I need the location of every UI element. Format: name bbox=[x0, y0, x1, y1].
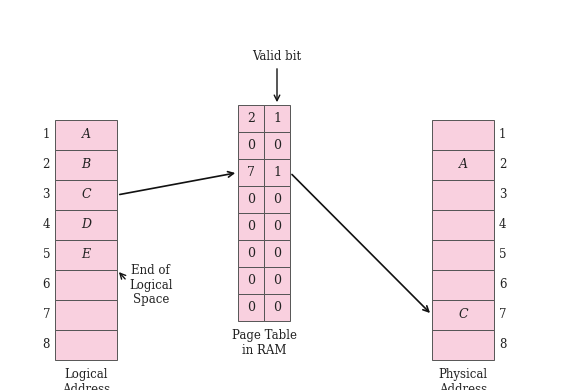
Text: 7: 7 bbox=[247, 166, 255, 179]
Text: 0: 0 bbox=[247, 193, 255, 206]
Text: 0: 0 bbox=[273, 139, 281, 152]
Text: 8: 8 bbox=[499, 339, 507, 351]
Text: 6: 6 bbox=[499, 278, 507, 291]
Text: 1: 1 bbox=[273, 166, 281, 179]
Bar bbox=[432, 330, 494, 360]
Bar bbox=[264, 240, 290, 267]
Text: 2: 2 bbox=[499, 158, 507, 172]
Bar bbox=[55, 270, 117, 300]
Text: Physical
Address
Space: Physical Address Space bbox=[438, 368, 488, 390]
Text: 0: 0 bbox=[247, 247, 255, 260]
Text: 1: 1 bbox=[499, 128, 507, 142]
Bar bbox=[55, 210, 117, 240]
Bar bbox=[264, 267, 290, 294]
Text: 8: 8 bbox=[42, 339, 50, 351]
Text: 5: 5 bbox=[42, 248, 50, 262]
Bar bbox=[264, 132, 290, 159]
Text: 0: 0 bbox=[273, 193, 281, 206]
Bar bbox=[55, 240, 117, 270]
Bar bbox=[55, 150, 117, 180]
Text: A: A bbox=[458, 158, 468, 172]
Text: 0: 0 bbox=[247, 301, 255, 314]
Bar bbox=[55, 180, 117, 210]
Bar bbox=[264, 213, 290, 240]
Bar bbox=[264, 105, 290, 132]
Bar bbox=[238, 294, 264, 321]
Bar bbox=[432, 300, 494, 330]
Bar bbox=[432, 270, 494, 300]
Bar bbox=[432, 150, 494, 180]
Bar bbox=[238, 186, 264, 213]
Text: 5: 5 bbox=[499, 248, 507, 262]
Text: Logical
Address
Space: Logical Address Space bbox=[62, 368, 110, 390]
Bar bbox=[55, 120, 117, 150]
Text: 3: 3 bbox=[42, 188, 50, 202]
Text: D: D bbox=[81, 218, 91, 232]
Bar bbox=[238, 159, 264, 186]
Text: C: C bbox=[81, 188, 91, 202]
Bar bbox=[238, 267, 264, 294]
Bar bbox=[432, 210, 494, 240]
Text: 2: 2 bbox=[247, 112, 255, 125]
Text: 6: 6 bbox=[42, 278, 50, 291]
Text: 0: 0 bbox=[247, 274, 255, 287]
Text: 0: 0 bbox=[247, 139, 255, 152]
Bar bbox=[55, 300, 117, 330]
Bar bbox=[264, 186, 290, 213]
Text: 3: 3 bbox=[499, 188, 507, 202]
Text: 1: 1 bbox=[273, 112, 281, 125]
Text: A: A bbox=[81, 128, 91, 142]
Text: 0: 0 bbox=[273, 247, 281, 260]
Bar bbox=[432, 240, 494, 270]
Text: 4: 4 bbox=[499, 218, 507, 232]
Text: 0: 0 bbox=[273, 274, 281, 287]
Bar bbox=[238, 240, 264, 267]
Text: 7: 7 bbox=[42, 308, 50, 321]
Text: 0: 0 bbox=[247, 220, 255, 233]
Bar bbox=[432, 120, 494, 150]
Bar bbox=[264, 159, 290, 186]
Text: 1: 1 bbox=[42, 128, 50, 142]
Text: 2: 2 bbox=[42, 158, 50, 172]
Bar bbox=[238, 105, 264, 132]
Bar bbox=[55, 330, 117, 360]
Bar bbox=[238, 213, 264, 240]
Text: 0: 0 bbox=[273, 301, 281, 314]
Bar bbox=[432, 180, 494, 210]
Text: 7: 7 bbox=[499, 308, 507, 321]
Text: E: E bbox=[81, 248, 91, 262]
Bar bbox=[238, 132, 264, 159]
Text: B: B bbox=[81, 158, 91, 172]
Text: C: C bbox=[458, 308, 468, 321]
Bar bbox=[264, 294, 290, 321]
Text: Page Table
in RAM: Page Table in RAM bbox=[231, 329, 296, 357]
Text: 0: 0 bbox=[273, 220, 281, 233]
Text: End of
Logical
Space: End of Logical Space bbox=[129, 264, 172, 307]
Text: 4: 4 bbox=[42, 218, 50, 232]
Text: Valid bit: Valid bit bbox=[253, 50, 301, 63]
